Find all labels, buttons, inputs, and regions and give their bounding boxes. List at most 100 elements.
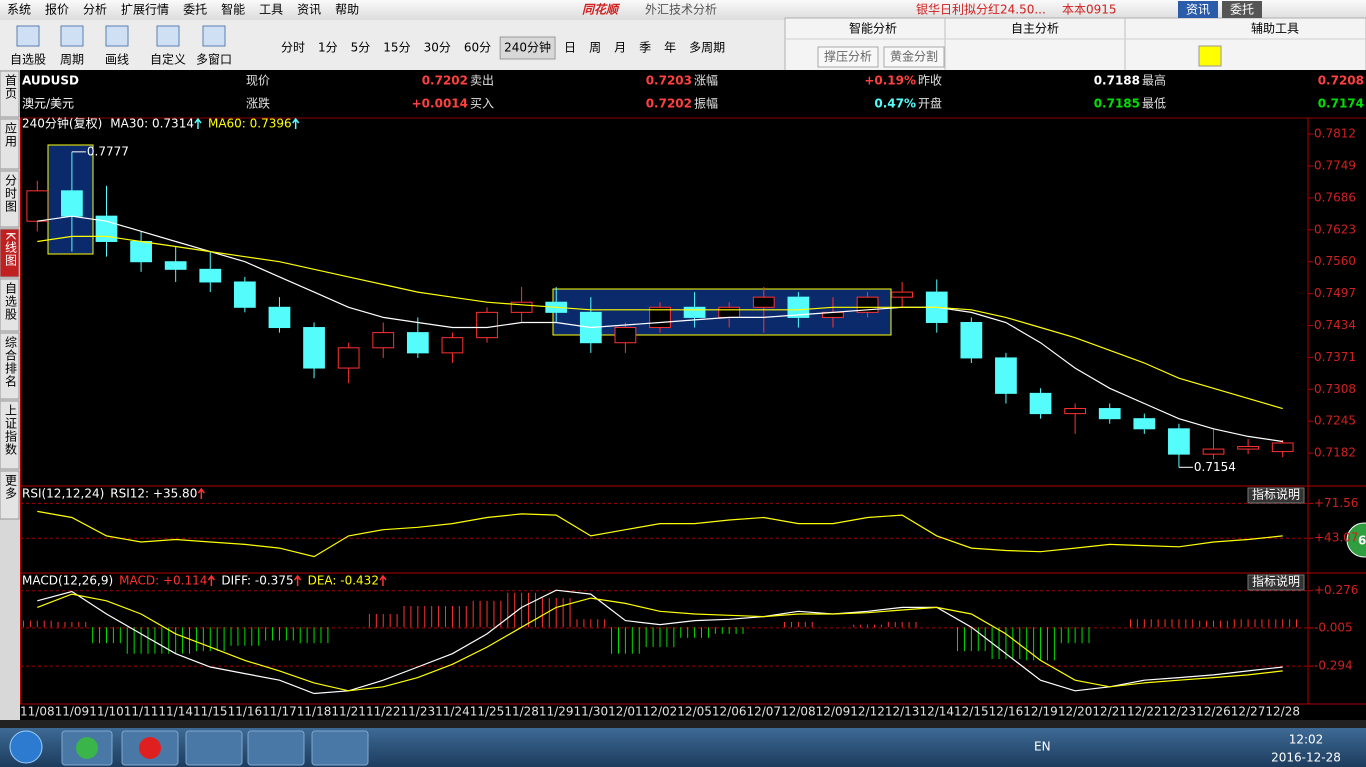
toolbar-label[interactable]: 自定义 [150,52,186,67]
side-tab-label[interactable]: K线图 [4,232,18,267]
toolbar-icon[interactable] [105,25,129,47]
tool-button[interactable] [883,46,945,68]
period-button[interactable]: 日 [564,41,576,55]
menu-item[interactable]: 智能 [221,2,245,17]
side-tab-label[interactable]: 首页 [4,74,18,100]
side-tab[interactable] [0,228,20,278]
trend-arrow [207,574,215,586]
side-tab[interactable] [0,170,20,228]
taskbar-app[interactable] [185,730,243,766]
period-button[interactable]: 240分钟 [504,40,551,55]
tool-button-label[interactable]: 撑压分析 [824,49,872,64]
menu-item[interactable]: 系统 [7,3,31,17]
side-tab-label[interactable]: 分时图 [4,174,18,213]
quote-label: 现价 [246,74,270,88]
account[interactable]: 本本0915 [1062,3,1117,17]
indicator-button-label[interactable]: 指标说明 [1252,487,1300,502]
y-tick-label: +0.276 [1314,583,1358,597]
quote-value: 0.7203 [646,74,692,88]
y-tick-label: +43.07 [1314,531,1358,545]
side-badge-label[interactable]: 62 [1358,534,1366,548]
quote-value: +0.0014 [412,97,468,111]
tool-button-label[interactable]: 黄金分割 [890,49,938,64]
candle-body [718,306,741,318]
menu-item[interactable]: 帮助 [335,3,359,17]
period-button[interactable]: 5分 [351,41,371,55]
side-tab-label[interactable]: 自选股 [4,282,18,321]
quote-label: 最高 [1142,73,1166,88]
toolbar-label[interactable]: 自选股 [10,53,46,67]
top-button-label[interactable]: 资讯 [1186,3,1210,17]
low-label: 0.7154 [1194,460,1236,474]
candle-body [26,190,49,222]
top-button[interactable] [1222,1,1262,18]
brand: 同花顺 [582,3,621,17]
x-tick-label: 12/08 [781,705,816,719]
indicator-button-label[interactable]: 指标说明 [1252,574,1300,589]
toolbar-icon[interactable] [156,25,180,47]
period-button[interactable]: 15分 [383,41,410,55]
side-tab-label[interactable]: 上证指数 [4,404,18,456]
menu-item[interactable]: 委托 [183,3,207,17]
taskbar-app[interactable] [247,730,305,766]
x-tick-label: 12/28 [1265,705,1300,719]
side-tab[interactable] [0,118,20,170]
y-tick-label: 0.7749 [1314,159,1356,173]
taskbar-lang: EN [1034,740,1051,754]
candle-body [233,281,256,308]
period-button[interactable]: 月 [614,41,626,55]
x-tick-label: 12/02 [643,705,678,719]
period-button[interactable]: 多周期 [689,41,725,55]
menu-item[interactable]: 扩展行情 [121,3,169,17]
indicator-button[interactable] [1247,574,1305,591]
side-tab[interactable] [0,70,20,118]
menu-item[interactable]: 资讯 [297,3,321,17]
x-tick-label: 11/14 [158,705,193,719]
menu-item[interactable]: 分析 [83,3,107,17]
tool-button[interactable] [817,46,879,68]
side-tab[interactable] [0,278,20,332]
top-button[interactable] [1178,1,1218,18]
candle-body [441,337,464,354]
indicator-line [37,235,1283,410]
y-tick-label: 0.7182 [1314,446,1356,460]
period-button[interactable]: 周 [589,41,601,55]
candle-body [683,306,706,318]
side-tab-label[interactable]: 应用 [4,121,18,148]
indicator-button[interactable] [1247,487,1305,504]
side-tab-label[interactable]: 更多 [4,474,18,500]
toolbar-label[interactable]: 画线 [105,53,129,67]
period-button[interactable]: 60分 [464,41,491,55]
legend-entry: DEA: -0.432 [308,574,379,588]
period-button[interactable]: 分时 [281,41,305,55]
top-button-label[interactable]: 委托 [1230,3,1254,17]
toolbar-icon[interactable] [202,25,226,47]
candle-body [787,296,810,318]
side-badge[interactable] [1346,522,1366,558]
side-tab-label[interactable]: 综合排名 [4,336,18,388]
legend-entry: RSI12: +35.80 [110,487,197,501]
y-tick-label: 0.7245 [1314,414,1356,428]
side-tab[interactable] [0,470,20,520]
x-tick-label: 12/15 [954,705,989,719]
menu-item[interactable]: 报价 [45,2,69,17]
taskbar-app[interactable] [311,730,369,766]
indicator-title: MACD(12,26,9) [22,574,113,588]
toolbar-icon[interactable] [60,25,84,47]
y-tick-label: 0.7812 [1314,127,1356,141]
side-tab[interactable] [0,400,20,470]
toolbar-label[interactable]: 多窗口 [196,53,232,67]
color-swatch[interactable] [1198,45,1222,67]
period-button[interactable]: 30分 [424,41,451,55]
period-button[interactable]: 1分 [318,41,338,55]
news-ticker[interactable]: 银华日利拟分红24.50... [916,2,1046,17]
period-button[interactable]: 年 [664,41,676,55]
period-button[interactable]: 季 [639,41,651,55]
start-button[interactable] [9,730,43,764]
side-tab[interactable] [0,332,20,400]
toolbar-label[interactable]: 周期 [60,53,84,67]
x-tick-label: 11/23 [401,705,436,719]
menu-item[interactable]: 工具 [259,3,283,17]
candle-body [1237,446,1259,450]
toolbar-icon[interactable] [16,25,40,47]
